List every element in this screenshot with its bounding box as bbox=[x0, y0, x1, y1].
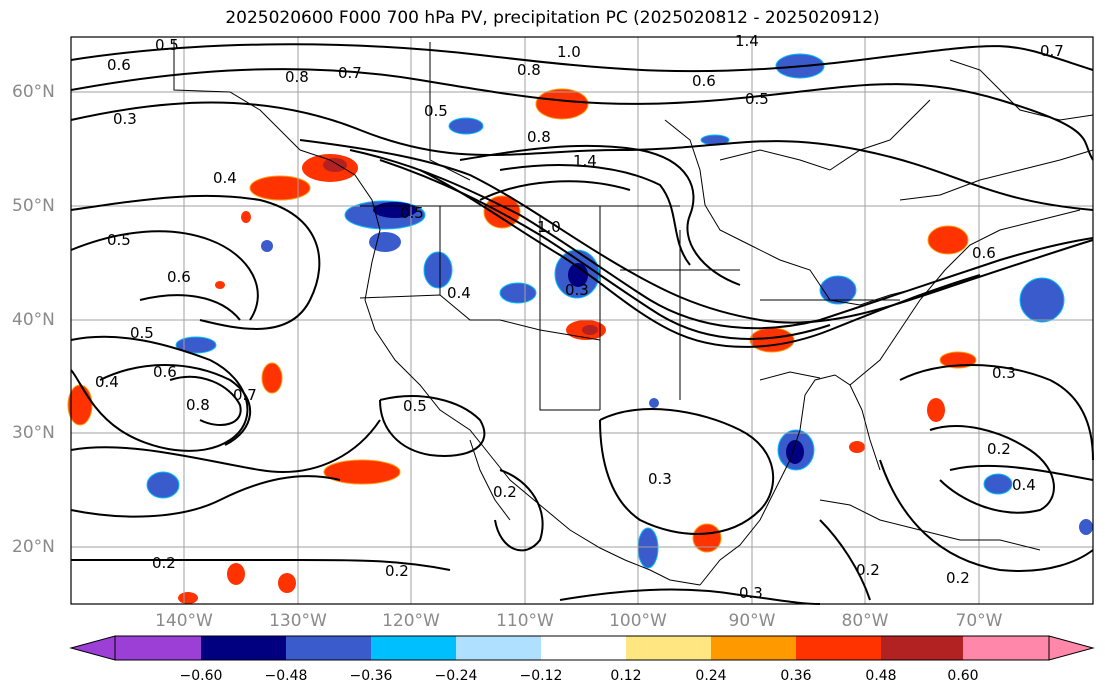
contour-label: 0.8 bbox=[517, 61, 541, 79]
colorbar-tick: −0.60 bbox=[179, 668, 223, 684]
contour-label: 0.2 bbox=[946, 569, 970, 587]
contour-label: 0.2 bbox=[856, 561, 880, 579]
lon-label-80w: 80°W bbox=[841, 611, 889, 631]
contour-label: 0.6 bbox=[167, 268, 191, 286]
lon-label-100w: 100°W bbox=[609, 611, 667, 631]
contour-label: 0.7 bbox=[1040, 42, 1064, 60]
contour-label: 0.7 bbox=[338, 64, 362, 82]
contour-label: 0.6 bbox=[153, 363, 177, 381]
contour-label: 0.4 bbox=[447, 284, 471, 302]
contour-label: 1.4 bbox=[573, 152, 597, 170]
colorbar-tick: 0.24 bbox=[695, 668, 727, 684]
pv-contours bbox=[70, 43, 1094, 605]
lat-label-40n: 40°N bbox=[12, 310, 55, 330]
colorbar-tick: −0.12 bbox=[519, 668, 563, 684]
contour-label: 0.3 bbox=[113, 110, 137, 128]
colorbar-tick: −0.48 bbox=[264, 668, 308, 684]
contour-label: 0.8 bbox=[285, 68, 309, 86]
contour-label: 0.2 bbox=[152, 554, 176, 572]
contour-label: 1.4 bbox=[735, 32, 759, 50]
contour-label: 0.5 bbox=[403, 397, 427, 415]
lon-label-70w: 70°W bbox=[955, 611, 1003, 631]
contour-label: 0.8 bbox=[527, 128, 551, 146]
lat-label-30n: 30°N bbox=[12, 423, 55, 443]
lon-label-140w: 140°W bbox=[155, 611, 213, 631]
coastlines bbox=[173, 40, 1094, 586]
contour-label: 0.7 bbox=[233, 386, 257, 404]
lon-label-110w: 110°W bbox=[496, 611, 554, 631]
lon-label-90w: 90°W bbox=[728, 611, 776, 631]
lat-label-20n: 20°N bbox=[12, 537, 55, 557]
map-title: 2025020600 F000 700 hPa PV, precipitatio… bbox=[225, 8, 880, 28]
contour-label: 0.6 bbox=[692, 72, 716, 90]
contour-label: 0.6 bbox=[972, 244, 996, 262]
contour-label: 0.2 bbox=[987, 440, 1011, 458]
contour-label: 0.5 bbox=[745, 90, 769, 108]
lon-label-130w: 130°W bbox=[269, 611, 327, 631]
contour-label: 0.4 bbox=[95, 373, 119, 391]
contour-label: 0.5 bbox=[400, 204, 424, 222]
colorbar-tick: −0.24 bbox=[434, 668, 478, 684]
contour-label: 0.3 bbox=[992, 364, 1016, 382]
colorbar-tick: 0.60 bbox=[947, 668, 979, 684]
colorbar bbox=[69, 635, 1095, 661]
contour-label: 0.2 bbox=[493, 483, 517, 501]
contour-label: 1.0 bbox=[537, 218, 561, 236]
precipitation-shading bbox=[67, 53, 1093, 604]
contour-label: 0.4 bbox=[213, 169, 237, 187]
contour-label: 0.3 bbox=[648, 470, 672, 488]
lon-label-120w: 120°W bbox=[382, 611, 440, 631]
contour-labels: 0.5 0.6 1.0 0.8 1.4 0.7 0.8 0.3 0.7 0.5 … bbox=[95, 32, 1064, 602]
contour-label: 0.2 bbox=[385, 562, 409, 580]
colorbar-tick: −0.36 bbox=[349, 668, 393, 684]
contour-label: 0.3 bbox=[739, 584, 763, 602]
lat-label-50n: 50°N bbox=[12, 196, 55, 216]
contour-label: 0.5 bbox=[424, 102, 448, 120]
contour-label: 0.4 bbox=[1012, 476, 1036, 494]
colorbar-tick: 0.48 bbox=[865, 668, 897, 684]
contour-label: 0.6 bbox=[107, 56, 131, 74]
colorbar-tick: 0.12 bbox=[610, 668, 642, 684]
contour-label: 0.5 bbox=[130, 324, 154, 342]
contour-label: 0.5 bbox=[155, 36, 179, 54]
contour-label: 1.0 bbox=[557, 43, 581, 61]
colorbar-tick: 0.36 bbox=[780, 668, 812, 684]
contour-label: 0.3 bbox=[565, 281, 589, 299]
map-frame bbox=[70, 36, 1094, 605]
lat-label-60n: 60°N bbox=[12, 82, 55, 102]
contour-label: 0.8 bbox=[186, 396, 210, 414]
contour-label: 0.5 bbox=[107, 231, 131, 249]
